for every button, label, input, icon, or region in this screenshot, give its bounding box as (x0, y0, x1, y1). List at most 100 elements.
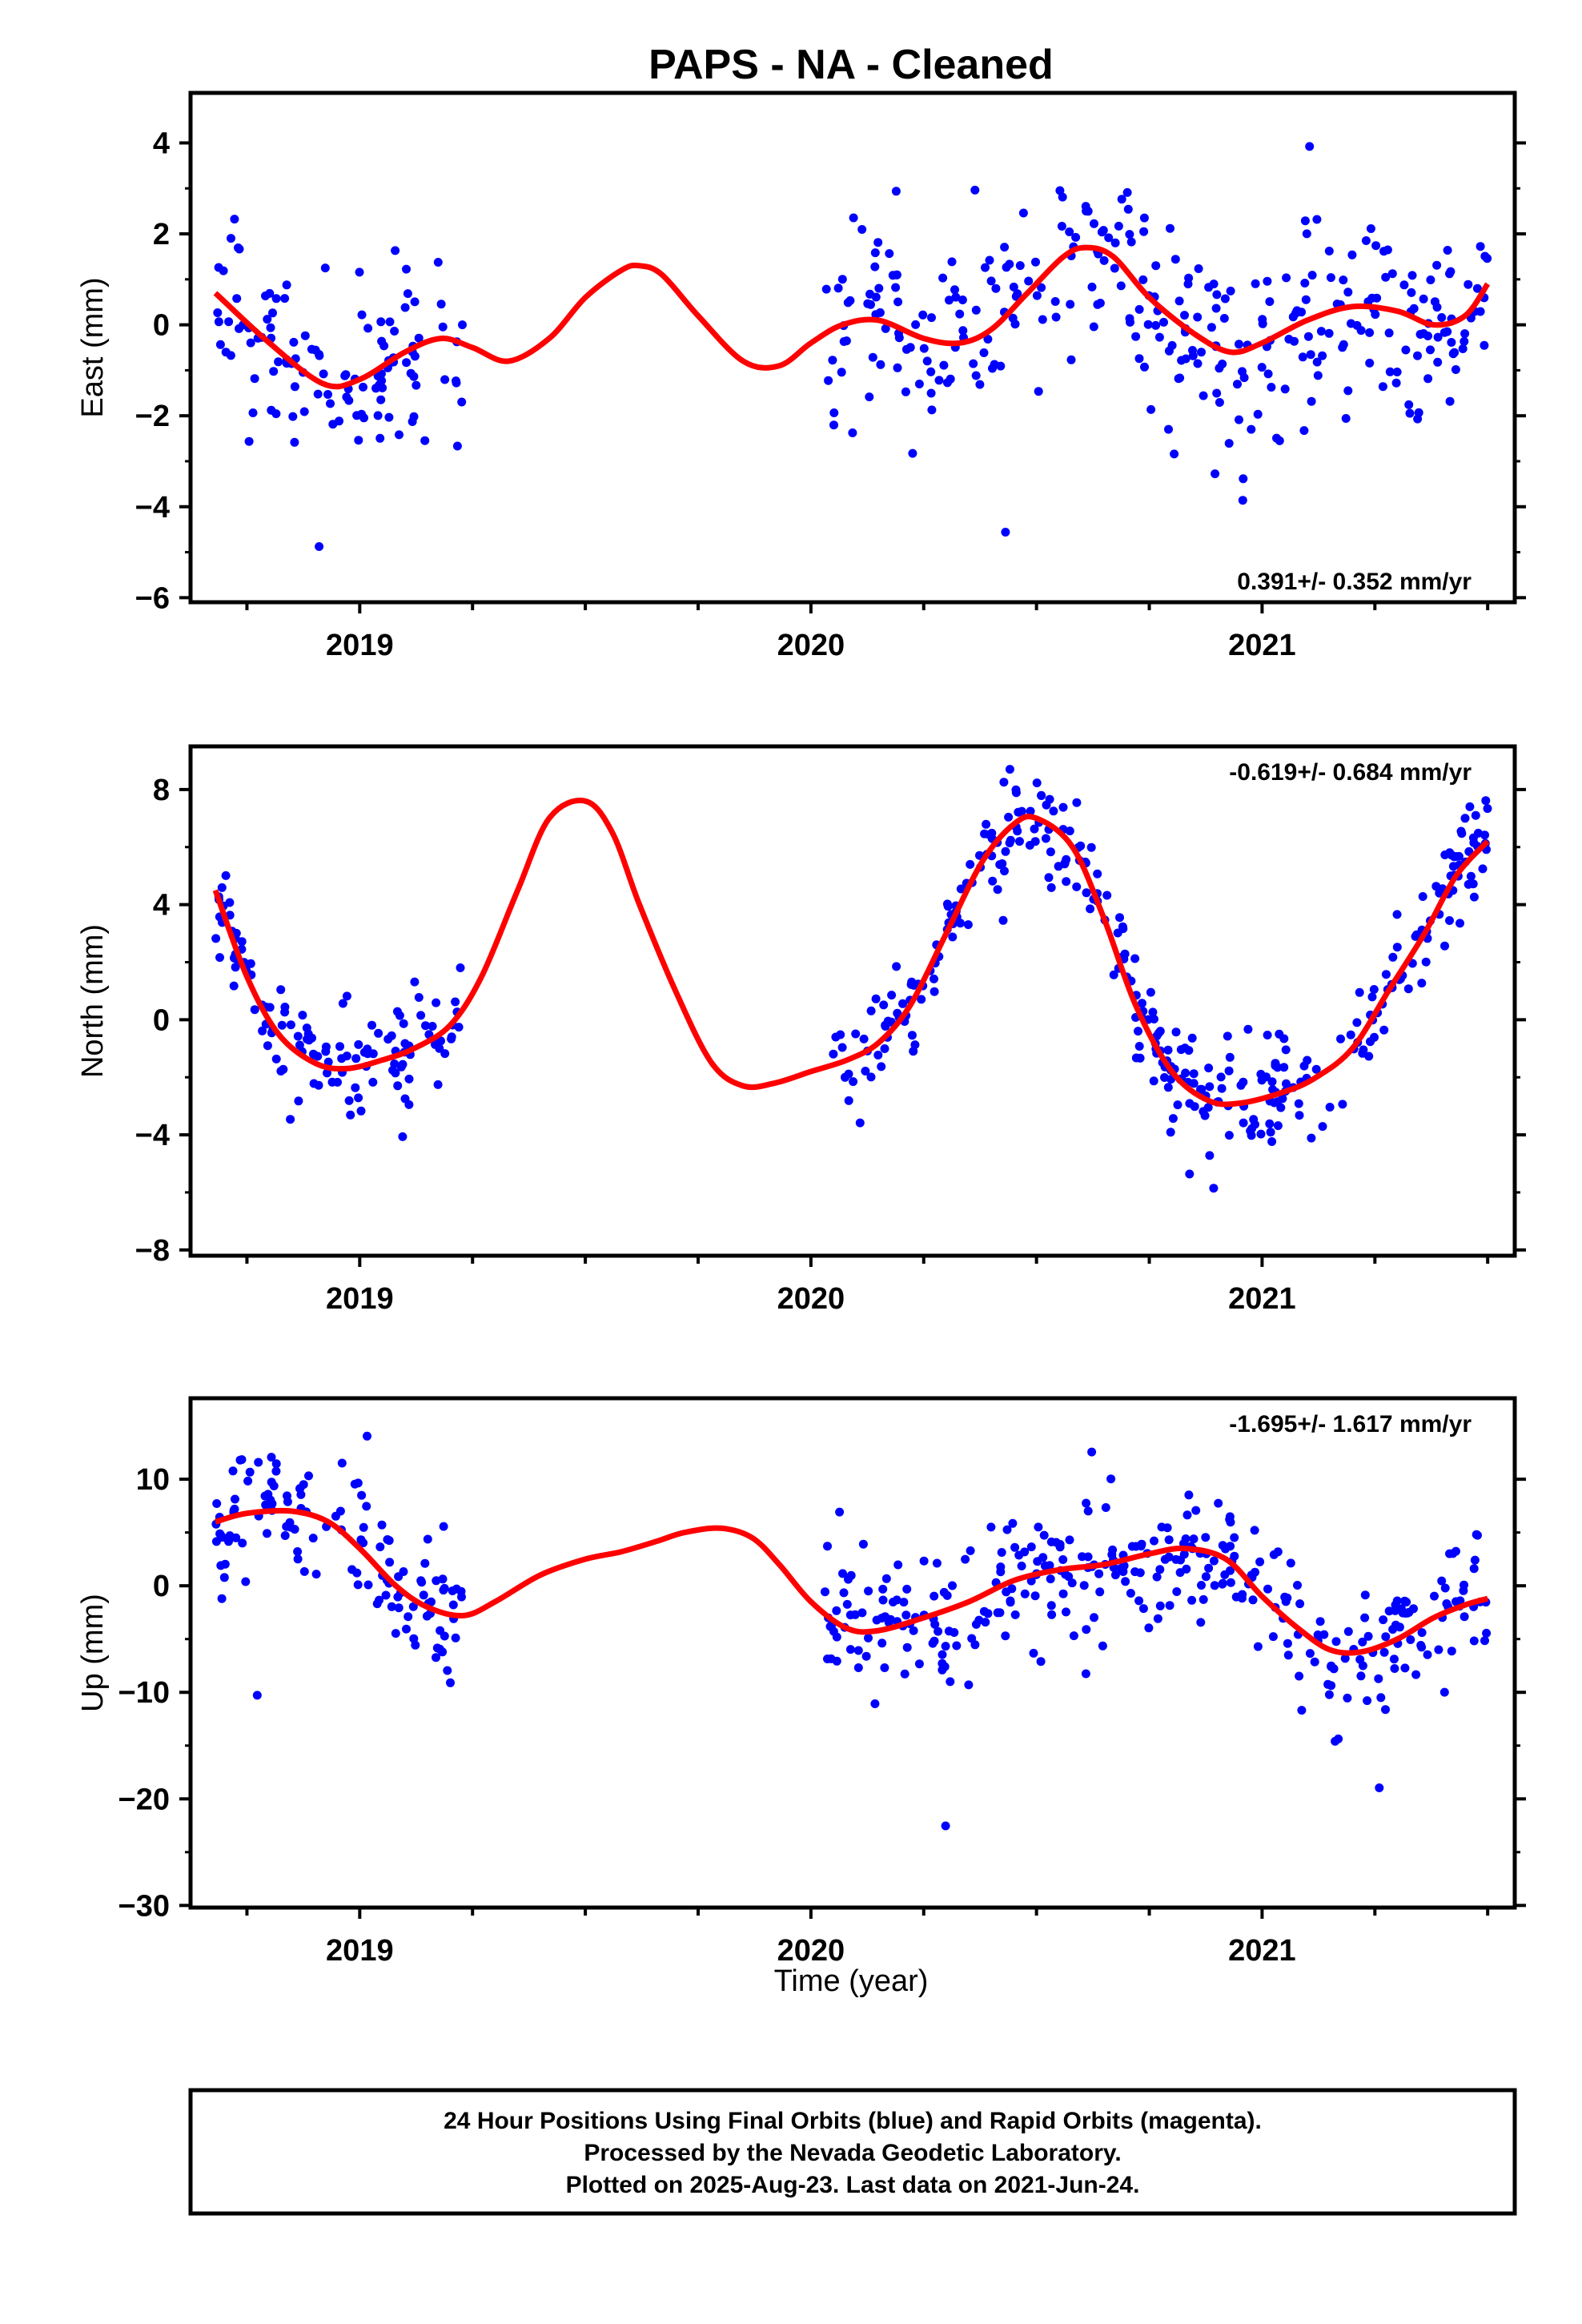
data-point (357, 310, 367, 320)
data-point (1118, 924, 1128, 934)
data-point (1110, 263, 1119, 273)
data-point (874, 283, 884, 293)
data-point (857, 1608, 867, 1618)
data-point (213, 308, 223, 317)
data-point (983, 1609, 993, 1618)
data-point (1175, 373, 1185, 383)
data-point (1215, 398, 1224, 407)
data-point (1058, 1555, 1068, 1564)
data-point (1426, 275, 1435, 284)
north-frame (188, 744, 1517, 1258)
data-point (1445, 1549, 1454, 1558)
data-point (1404, 400, 1414, 409)
data-point (416, 1576, 426, 1586)
data-point (1459, 1586, 1468, 1595)
data-point (877, 1062, 886, 1072)
data-point (871, 994, 881, 1003)
data-point (1388, 952, 1398, 962)
data-point (1046, 847, 1055, 857)
data-point (1214, 1498, 1223, 1508)
data-point (917, 995, 926, 1004)
data-point (1000, 866, 1009, 876)
data-point (1173, 1100, 1182, 1110)
data-point (422, 1611, 432, 1621)
data-point (948, 932, 958, 942)
data-point (878, 1584, 888, 1594)
data-point (1460, 329, 1470, 339)
data-point (823, 1542, 832, 1551)
data-point (1193, 312, 1203, 322)
north-y-axis-label: North (mm) (76, 924, 110, 1078)
data-point (212, 1499, 222, 1508)
data-point (1095, 299, 1105, 308)
data-point (1235, 415, 1243, 424)
data-point (1401, 345, 1411, 355)
data-point (1366, 224, 1375, 233)
data-point (1433, 332, 1443, 342)
data-point (1369, 985, 1379, 994)
data-point (1146, 404, 1156, 414)
data-point (1341, 414, 1351, 423)
data-point (861, 1651, 871, 1661)
data-point (404, 1074, 414, 1084)
data-point (824, 376, 833, 385)
data-point (1036, 1657, 1046, 1667)
data-point (1166, 223, 1174, 233)
data-point (402, 358, 412, 368)
data-point (1109, 970, 1118, 979)
data-point (1440, 941, 1449, 951)
data-point (1120, 949, 1130, 959)
data-point (451, 1633, 460, 1642)
data-point (436, 300, 446, 309)
data-point (1323, 1679, 1333, 1689)
data-point (1307, 1133, 1316, 1143)
data-point (335, 1506, 345, 1516)
data-point (347, 1565, 357, 1574)
data-point (1164, 1552, 1174, 1562)
data-point (927, 405, 937, 415)
data-point (930, 1591, 939, 1601)
data-point (363, 1431, 371, 1441)
data-point (1051, 312, 1061, 322)
data-point (351, 1083, 360, 1092)
data-point (1343, 1626, 1353, 1636)
data-point (1283, 1638, 1292, 1648)
data-point (258, 1026, 267, 1035)
data-point (851, 1029, 861, 1039)
data-point (946, 1677, 955, 1687)
data-point (1370, 1032, 1379, 1042)
data-point (1197, 1581, 1206, 1590)
footer-line-3: Plotted on 2025-Aug-23. Last data on 202… (566, 2172, 1140, 2198)
data-point (1099, 255, 1109, 265)
data-point (335, 1042, 344, 1051)
data-point (1295, 1671, 1304, 1681)
data-point (909, 1047, 918, 1056)
data-point (452, 378, 461, 388)
north-panel: −8 −4 0 4 8 2019 2020 2021 North (mm) -0.619+/- 0… (76, 744, 1526, 1316)
data-point (432, 1653, 440, 1663)
data-point (1363, 1696, 1372, 1706)
data-point (1163, 1045, 1173, 1055)
data-point (381, 1590, 391, 1600)
data-point (323, 1057, 333, 1067)
data-point (433, 1080, 443, 1089)
data-point (231, 1494, 239, 1504)
data-point (1392, 910, 1402, 919)
y-tick-label: −4 (135, 1119, 170, 1152)
data-point (1324, 328, 1334, 338)
data-point (439, 1522, 448, 1531)
chart-title: PAPS - NA - Cleaned (648, 42, 1054, 88)
data-point (1029, 1648, 1038, 1658)
data-point (1383, 245, 1392, 255)
data-point (282, 280, 291, 290)
data-point (326, 399, 335, 408)
data-point (881, 1022, 890, 1031)
data-point (457, 397, 467, 407)
data-point (1000, 243, 1010, 252)
data-point (865, 289, 874, 299)
data-point (359, 1522, 368, 1532)
data-point (943, 902, 953, 911)
data-point (1125, 314, 1134, 324)
data-point (411, 1640, 420, 1650)
east-panel: −6 −4 −2 0 2 4 2019 2020 2021 East (mm) 0.391+/- 0… (76, 90, 1526, 662)
